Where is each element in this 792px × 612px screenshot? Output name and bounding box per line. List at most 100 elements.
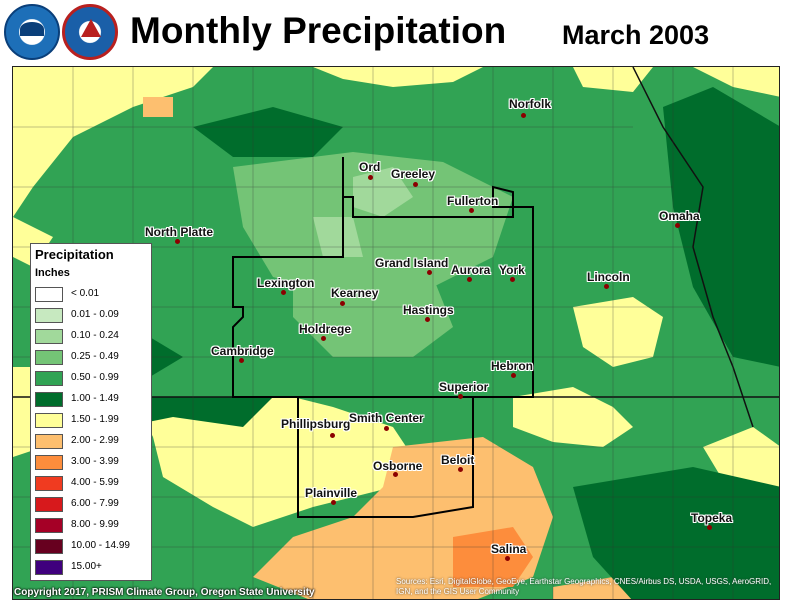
city-label-greeley: Greeley xyxy=(391,167,436,181)
legend-item: 3.00 - 3.99 xyxy=(35,454,149,472)
city-marker xyxy=(458,467,463,472)
legend-item: 1.50 - 1.99 xyxy=(35,412,149,430)
legend-swatch xyxy=(35,476,63,491)
legend-swatch xyxy=(35,434,63,449)
legend-swatch xyxy=(35,371,63,386)
legend-range-label: 6.00 - 7.99 xyxy=(71,498,119,509)
city-label-ord: Ord xyxy=(359,160,381,174)
legend-swatch xyxy=(35,392,63,407)
legend-swatch xyxy=(35,329,63,344)
legend-item: 15.00+ xyxy=(35,559,149,577)
city-label-hastings: Hastings xyxy=(403,303,454,317)
city-label-topeka: Topeka xyxy=(691,511,733,525)
legend-range-label: 2.00 - 2.99 xyxy=(71,435,119,446)
city-label-lincoln: Lincoln xyxy=(587,270,630,284)
city-marker xyxy=(340,301,345,306)
basemap-attribution: Sources: Esri, DigitalGlobe, GeoEye, Ear… xyxy=(396,577,772,596)
legend-swatch xyxy=(35,518,63,533)
city-marker xyxy=(321,336,326,341)
city-marker xyxy=(281,290,286,295)
city-marker xyxy=(604,284,609,289)
city-label-kearney: Kearney xyxy=(331,286,379,300)
legend-range-label: 1.50 - 1.99 xyxy=(71,414,119,425)
city-label-norfolk: Norfolk xyxy=(509,97,551,111)
city-marker xyxy=(425,317,430,322)
city-marker xyxy=(469,208,474,213)
legend-item: 1.00 - 1.49 xyxy=(35,391,149,409)
legend-item: 4.00 - 5.99 xyxy=(35,475,149,493)
legend-range-label: 1.00 - 1.49 xyxy=(71,393,119,404)
city-label-smith-center: Smith Center xyxy=(349,411,424,425)
city-label-cambridge: Cambridge xyxy=(211,344,274,358)
legend-item: 0.25 - 0.49 xyxy=(35,349,149,367)
city-label-lexington: Lexington xyxy=(257,276,315,290)
city-label-holdrege: Holdrege xyxy=(299,322,352,336)
city-marker xyxy=(368,175,373,180)
city-marker xyxy=(330,433,335,438)
city-marker xyxy=(458,394,463,399)
legend-item: 0.10 - 0.24 xyxy=(35,328,149,346)
legend-swatch xyxy=(35,350,63,365)
city-marker xyxy=(239,358,244,363)
city-marker xyxy=(331,500,336,505)
legend-swatch xyxy=(35,287,63,302)
legend-range-label: 10.00 - 14.99 xyxy=(71,540,130,551)
legend-range-label: 4.00 - 5.99 xyxy=(71,477,119,488)
city-marker xyxy=(511,373,516,378)
city-label-fullerton: Fullerton xyxy=(447,194,499,208)
legend-title: Precipitation xyxy=(35,247,114,262)
city-label-phillipsburg: Phillipsburg xyxy=(281,417,351,431)
legend-item: 0.01 - 0.09 xyxy=(35,307,149,325)
map-title: Monthly Precipitation xyxy=(130,10,507,51)
legend-swatch xyxy=(35,560,63,575)
legend-item: 6.00 - 7.99 xyxy=(35,496,149,514)
legend-item: 10.00 - 14.99 xyxy=(35,538,149,556)
city-marker xyxy=(510,277,515,282)
city-marker xyxy=(384,426,389,431)
city-label-omaha: Omaha xyxy=(659,209,700,223)
legend-range-label: 3.00 - 3.99 xyxy=(71,456,119,467)
city-marker xyxy=(467,277,472,282)
city-marker xyxy=(521,113,526,118)
noaa-logo xyxy=(4,4,60,60)
copyright-notice: Copyright 2017, PRISM Climate Group, Ore… xyxy=(14,587,315,598)
city-marker xyxy=(427,270,432,275)
city-label-beloit: Beloit xyxy=(441,453,475,467)
city-marker xyxy=(413,182,418,187)
legend-item: 8.00 - 9.99 xyxy=(35,517,149,535)
nws-logo xyxy=(62,4,118,60)
map-header: Monthly Precipitation March 2003 xyxy=(0,0,792,66)
city-marker xyxy=(675,223,680,228)
city-label-osborne: Osborne xyxy=(373,459,423,473)
precipitation-legend: Precipitation Inches < 0.01 0.01 - 0.09 0.… xyxy=(30,243,152,581)
legend-range-label: 15.00+ xyxy=(71,561,102,572)
legend-swatch xyxy=(35,455,63,470)
legend-range-label: < 0.01 xyxy=(71,288,100,299)
legend-swatch xyxy=(35,539,63,554)
city-marker xyxy=(175,239,180,244)
map-date: March 2003 xyxy=(562,20,710,50)
legend-range-label: 0.01 - 0.09 xyxy=(71,309,119,320)
city-marker xyxy=(393,472,398,477)
city-label-hebron: Hebron xyxy=(491,359,533,373)
legend-range-label: 0.25 - 0.49 xyxy=(71,351,119,362)
city-marker xyxy=(505,556,510,561)
legend-unit: Inches xyxy=(35,267,70,279)
city-label-plainville: Plainville xyxy=(305,486,358,500)
city-marker xyxy=(707,525,712,530)
legend-swatch xyxy=(35,413,63,428)
city-label-superior: Superior xyxy=(439,380,489,394)
legend-item: < 0.01 xyxy=(35,286,149,304)
legend-swatch xyxy=(35,497,63,512)
legend-range-label: 0.50 - 0.99 xyxy=(71,372,119,383)
city-label-grand-island: Grand Island xyxy=(375,256,449,270)
legend-item: 2.00 - 2.99 xyxy=(35,433,149,451)
legend-range-label: 8.00 - 9.99 xyxy=(71,519,119,530)
city-label-aurora: Aurora xyxy=(451,263,491,277)
city-label-york: York xyxy=(499,263,525,277)
legend-swatch xyxy=(35,308,63,323)
legend-item: 0.50 - 0.99 xyxy=(35,370,149,388)
city-label-north-platte: North Platte xyxy=(145,225,214,239)
city-label-salina: Salina xyxy=(491,542,527,556)
legend-range-label: 0.10 - 0.24 xyxy=(71,330,119,341)
